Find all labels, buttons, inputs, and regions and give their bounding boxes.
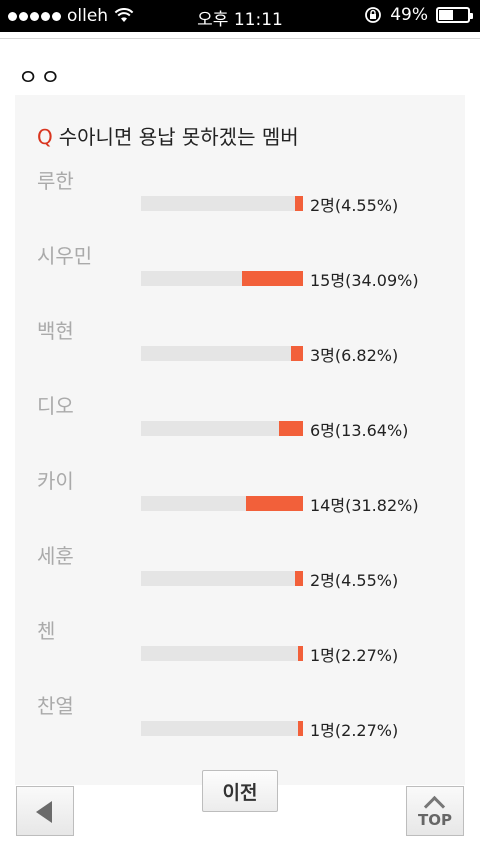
result-bar-track	[141, 496, 303, 511]
poll-option: 찬열 1명(2.27%)	[15, 690, 465, 750]
result-bar-fill	[298, 646, 303, 661]
option-result: 6명(13.64%)	[310, 421, 409, 440]
poll-option: 시우민 15명(34.09%)	[15, 240, 465, 300]
option-label: 루한	[37, 169, 74, 193]
result-bar-fill	[295, 571, 303, 586]
result-bar-fill	[279, 421, 303, 436]
option-result: 1명(2.27%)	[310, 721, 399, 740]
option-label: 첸	[37, 619, 56, 643]
poll-card: Q 수아니면 용납 못하겠는 멤버 루한 2명(4.55%) 시우민 15명(34.09…	[15, 95, 465, 785]
poll-option: 카이 14명(31.82%)	[15, 465, 465, 525]
result-bar-fill	[298, 721, 303, 736]
result-bar-fill	[246, 496, 303, 511]
result-bar-track	[141, 196, 303, 211]
prev-button[interactable]: 이전	[202, 770, 278, 812]
status-time: 오후 11:11	[197, 10, 283, 30]
option-label: 카이	[37, 469, 74, 493]
result-bar-track	[141, 571, 303, 586]
result-bar-fill	[242, 271, 303, 286]
poll-question: Q 수아니면 용납 못하겠는 멤버	[37, 121, 299, 150]
result-bar-track	[141, 271, 303, 286]
wifi-icon	[114, 8, 134, 22]
battery-percent: 49%	[390, 5, 428, 25]
poll-option: 첸 1명(2.27%)	[15, 615, 465, 675]
option-label: 찬열	[37, 694, 74, 718]
carrier-name: olleh	[67, 6, 109, 26]
result-bar-fill	[295, 196, 303, 211]
option-label: 세훈	[37, 544, 74, 568]
battery-icon	[436, 7, 473, 23]
option-result: 14명(31.82%)	[310, 496, 419, 515]
option-result: 2명(4.55%)	[310, 571, 399, 590]
poll-option: 세훈 2명(4.55%)	[15, 540, 465, 600]
question-mark-label: Q	[37, 125, 53, 149]
top-label: TOP	[418, 811, 452, 829]
option-result: 2명(4.55%)	[310, 196, 399, 215]
option-label: 시우민	[37, 244, 93, 268]
poll-option: 루한 2명(4.55%)	[15, 165, 465, 225]
back-arrow-icon	[36, 801, 52, 823]
option-result: 3명(6.82%)	[310, 346, 399, 365]
poll-option: 백현 3명(6.82%)	[15, 315, 465, 375]
result-bar-fill	[291, 346, 303, 361]
option-result: 15명(34.09%)	[310, 271, 419, 290]
signal-dots-icon	[8, 11, 61, 21]
option-result: 1명(2.27%)	[310, 646, 399, 665]
scroll-top-button[interactable]: TOP	[406, 786, 464, 836]
rotation-lock-icon	[365, 7, 382, 23]
back-button[interactable]	[16, 786, 74, 836]
question-text: 수아니면 용납 못하겠는 멤버	[58, 125, 299, 149]
result-bar-track	[141, 646, 303, 661]
status-bar: olleh 오후 11:11 49%	[0, 0, 480, 32]
result-bar-track	[141, 721, 303, 736]
page-heading: ㅇㅇ	[18, 66, 63, 91]
poll-option: 디오 6명(13.64%)	[15, 390, 465, 450]
result-bar-track	[141, 421, 303, 436]
divider	[0, 38, 480, 39]
option-label: 백현	[37, 319, 74, 343]
option-label: 디오	[37, 394, 74, 418]
result-bar-track	[141, 346, 303, 361]
